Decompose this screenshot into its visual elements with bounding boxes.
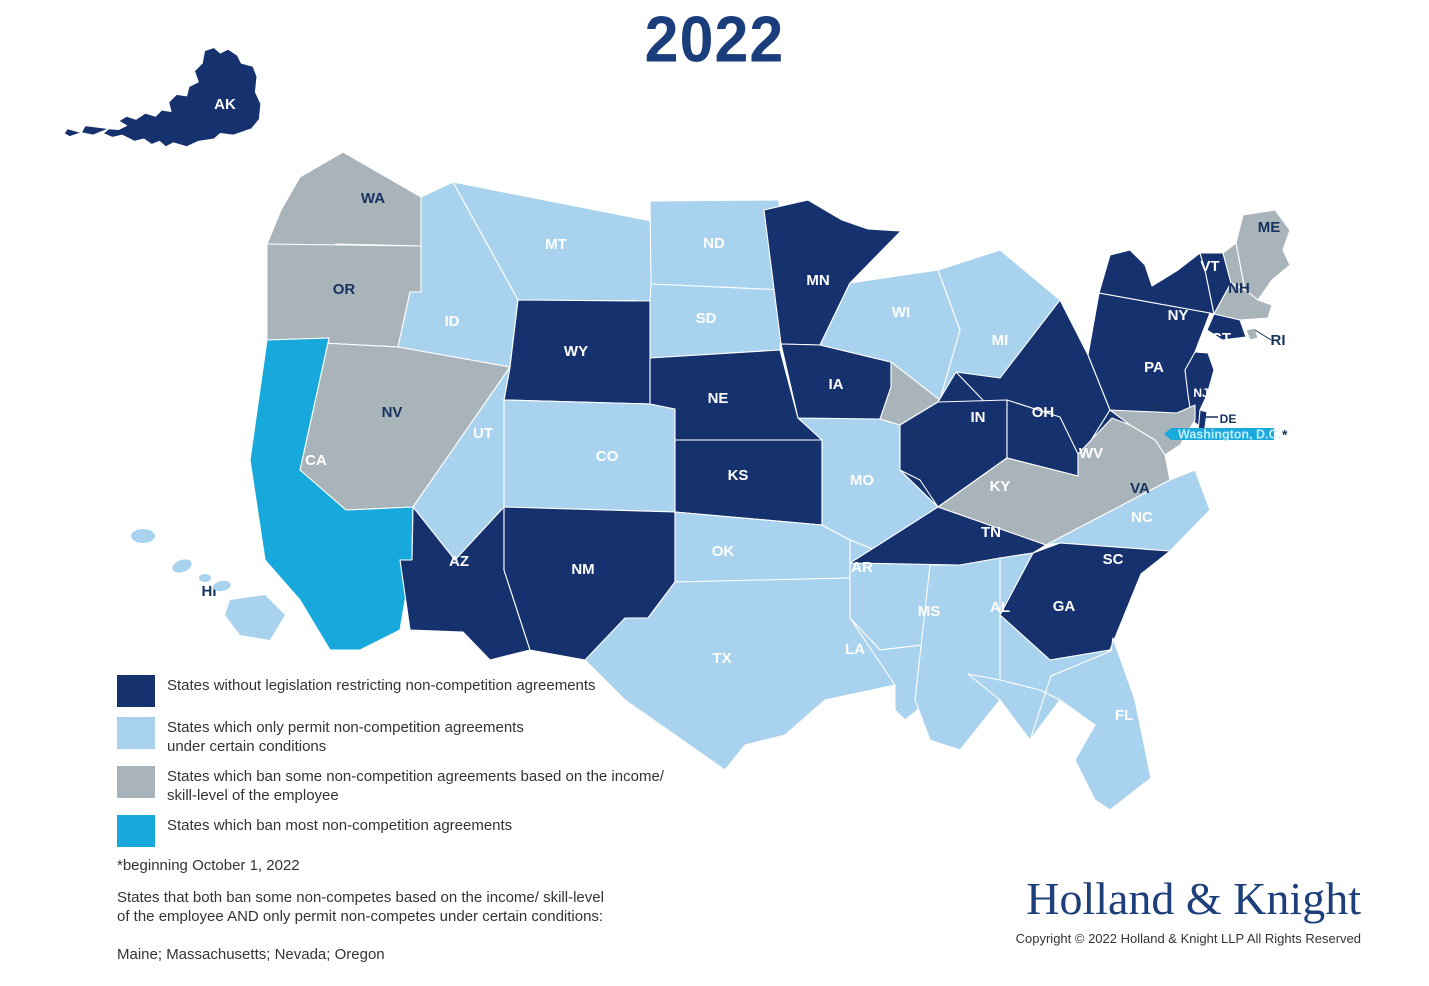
svg-text:NM: NM [571,561,594,578]
svg-text:Washington, D.C.: Washington, D.C. [1178,427,1281,441]
svg-text:OK: OK [712,543,735,560]
svg-text:VA: VA [1130,480,1150,497]
svg-text:NE: NE [708,390,729,407]
svg-text:WV: WV [1079,445,1103,462]
svg-text:VT: VT [1200,258,1219,275]
svg-text:SC: SC [1103,551,1124,568]
svg-text:NY: NY [1168,307,1189,324]
svg-text:CO: CO [596,448,619,465]
svg-text:RI: RI [1271,332,1286,349]
svg-text:SD: SD [696,310,717,327]
svg-text:NV: NV [382,404,403,421]
svg-text:MN: MN [806,272,829,289]
svg-text:MT: MT [545,236,567,253]
svg-text:CT: CT [1211,330,1231,347]
svg-text:TN: TN [981,524,1001,541]
svg-text:ME: ME [1258,219,1281,236]
svg-text:UT: UT [473,425,493,442]
svg-text:GA: GA [1053,598,1076,615]
svg-text:MD: MD [1149,400,1168,414]
svg-text:ID: ID [445,313,460,330]
svg-text:*: * [1282,427,1288,443]
svg-text:AR: AR [851,559,873,576]
svg-text:CA: CA [305,452,327,469]
svg-text:WY: WY [564,343,588,360]
svg-text:WI: WI [892,304,910,321]
svg-text:PA: PA [1144,359,1164,376]
svg-text:NJ: NJ [1193,386,1208,400]
svg-text:IN: IN [971,409,986,426]
svg-text:AL: AL [990,599,1010,616]
svg-text:IL: IL [911,424,924,441]
svg-text:OR: OR [333,281,356,298]
svg-text:NC: NC [1131,509,1153,526]
svg-text:NH: NH [1228,280,1250,297]
svg-text:KS: KS [728,467,749,484]
svg-text:TX: TX [712,650,731,667]
svg-text:OH: OH [1032,404,1055,421]
svg-text:AZ: AZ [449,553,469,570]
svg-text:IA: IA [829,376,844,393]
svg-text:ND: ND [703,235,725,252]
svg-text:MS: MS [918,603,941,620]
svg-text:MI: MI [992,332,1009,349]
svg-text:KY: KY [990,478,1011,495]
svg-text:LA: LA [845,641,865,658]
svg-text:MO: MO [850,472,874,489]
svg-text:AK: AK [214,96,236,113]
svg-text:WA: WA [361,190,385,207]
svg-text:DE: DE [1220,412,1237,426]
